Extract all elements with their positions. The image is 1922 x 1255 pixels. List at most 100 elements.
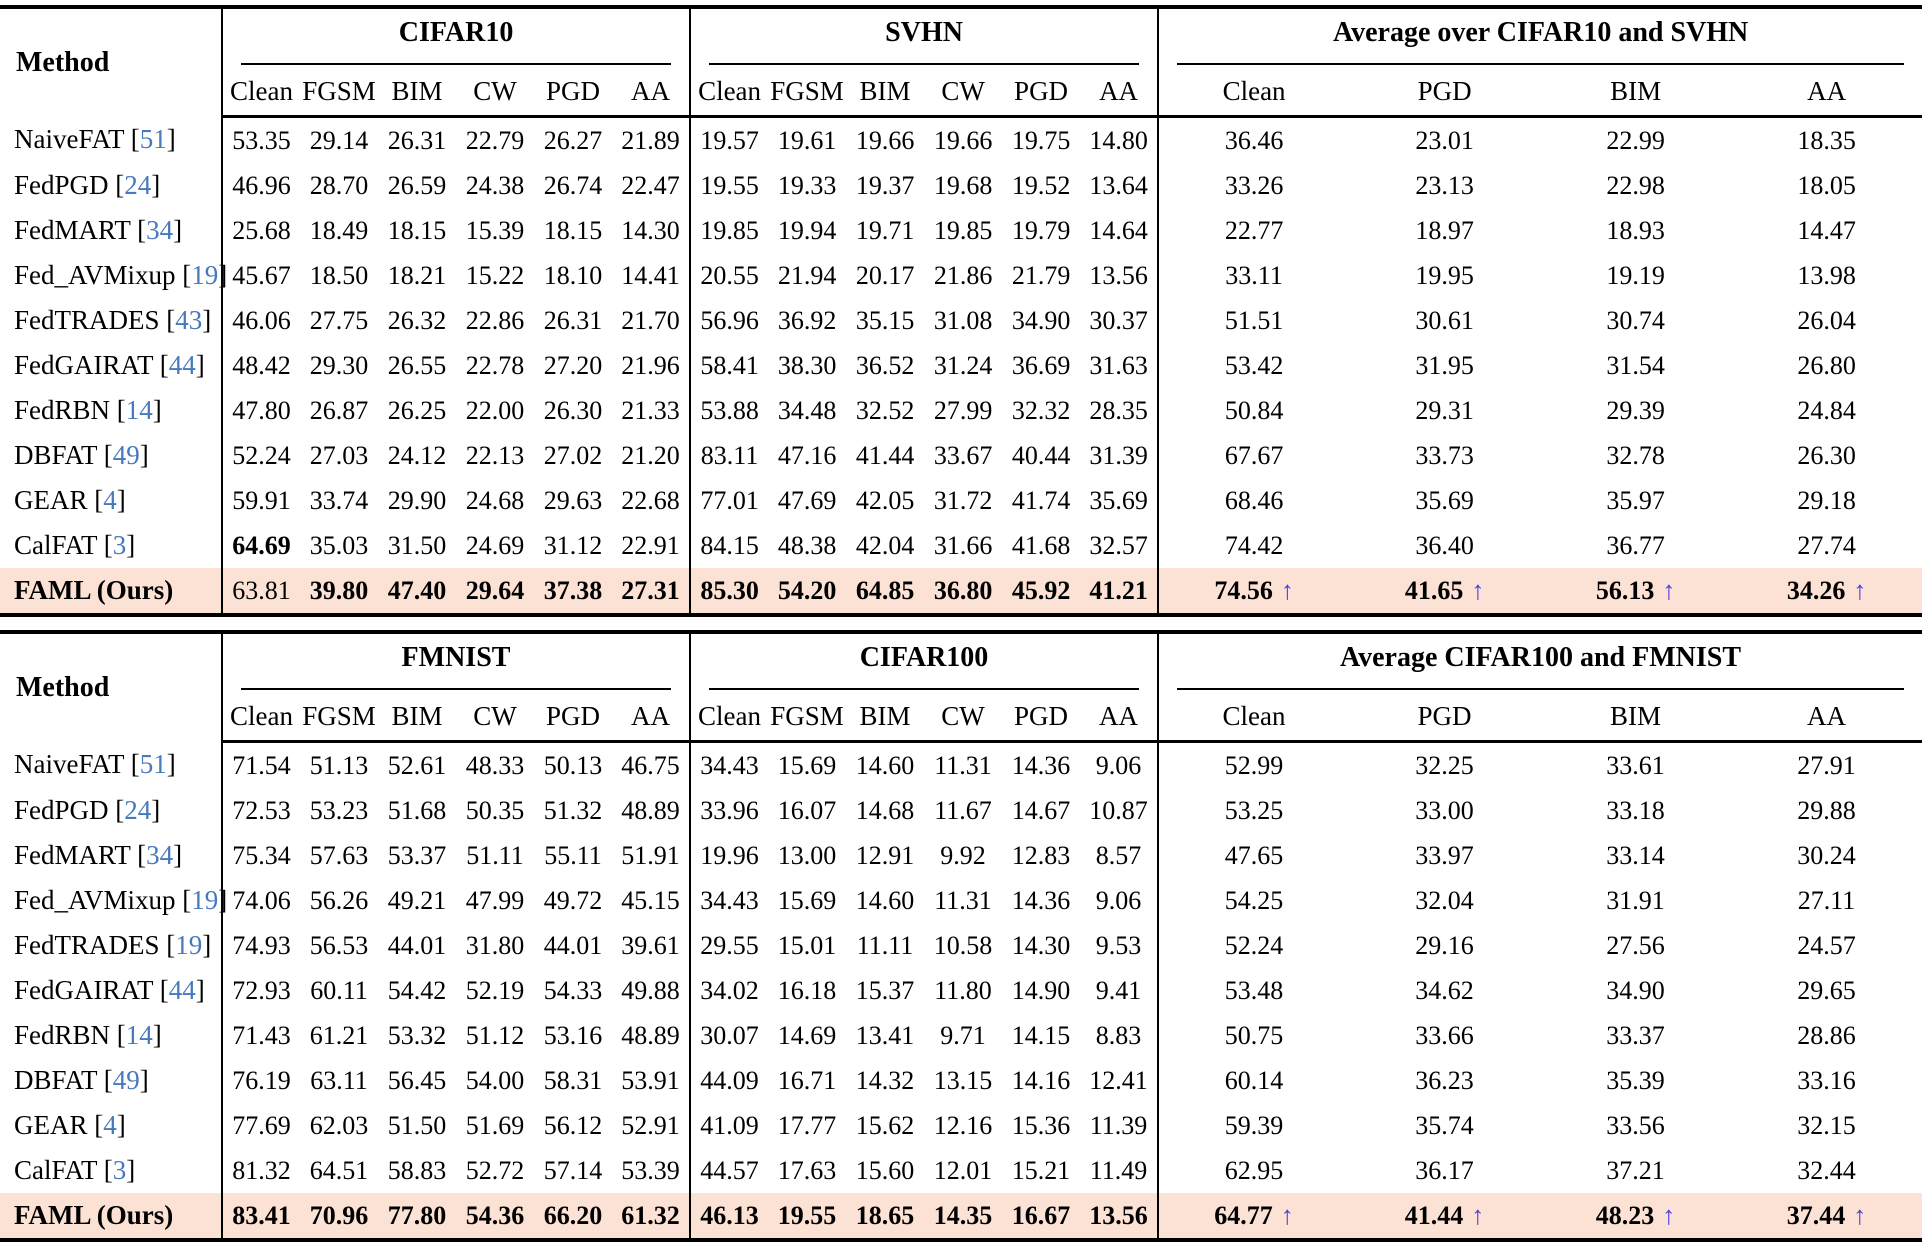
citation-link[interactable]: 49: [112, 1065, 140, 1095]
value-cell: 36.17: [1415, 1155, 1474, 1185]
citation-link[interactable]: 49: [112, 440, 140, 470]
value-cell: 33.14: [1606, 840, 1665, 870]
citation-link[interactable]: 43: [175, 305, 203, 335]
value-cell: 51.91: [621, 840, 680, 870]
method-label: Fed_AVMixup: [14, 260, 176, 290]
citation-link[interactable]: 24: [124, 795, 152, 825]
col-header-pgd: PGD: [534, 67, 612, 118]
citation-link[interactable]: 14: [125, 395, 153, 425]
citation-link[interactable]: 34: [146, 215, 174, 245]
value-cell: 22.91: [621, 530, 680, 560]
method-label: GEAR: [14, 1110, 88, 1140]
value-cell: 31.66: [933, 530, 993, 560]
value-cell: 47.16: [777, 440, 837, 470]
value-cell: 53.91: [621, 1065, 680, 1095]
value-cell: 36.52: [855, 350, 915, 380]
value-cell: 31.50: [387, 530, 447, 560]
value-cell: 33.67: [933, 440, 993, 470]
table-row-fedrbn: FedRBN [14] 47.80 26.87 26.25 22.00 26.30 21.3…: [0, 388, 1922, 433]
value-cell: 74.42: [1157, 523, 1350, 568]
value-cell: 9.06: [1095, 885, 1142, 915]
citation-link[interactable]: 14: [125, 1020, 153, 1050]
value-cell: 56.45: [387, 1065, 447, 1095]
citation-link[interactable]: 3: [112, 1155, 127, 1185]
value-cell: 35.15: [855, 305, 915, 335]
citation-link[interactable]: 51: [139, 749, 167, 780]
value-cell: 30.07: [689, 1013, 768, 1058]
value-cell: 19.95: [1415, 260, 1474, 290]
value-cell: 56.53: [309, 930, 369, 960]
col-header-fgsm: FGSM: [768, 67, 847, 118]
value-cell: 26.31: [387, 125, 447, 155]
value-cell: 30.24: [1797, 840, 1856, 870]
method-cell: FedPGD [24]: [14, 170, 161, 200]
value-cell: 13.00: [777, 840, 837, 870]
value-cell: 19.94: [777, 215, 837, 245]
table-row-fedtrades: FedTRADES [19] 74.93 56.53 44.01 31.80 44.01 3…: [0, 923, 1922, 968]
value-cell: 46.06: [221, 298, 300, 343]
method-label: FedTRADES: [14, 305, 160, 335]
value-cell: 54.42: [387, 975, 447, 1005]
value-cell: 19.85: [689, 208, 769, 253]
citation-link[interactable]: 44: [168, 975, 196, 1005]
citation-link[interactable]: 4: [103, 485, 117, 515]
value-cell: 31.63: [1089, 350, 1148, 380]
method-cell: FedPGD [24]: [14, 795, 161, 825]
value-cell: 14.60: [855, 750, 915, 780]
value-cell: 13.56: [1089, 260, 1148, 290]
table-row-fedrbn: FedRBN [14] 71.43 61.21 53.32 51.12 53.16 48.8…: [0, 1013, 1922, 1058]
col-header-clean: Clean: [1157, 67, 1350, 118]
group-underline: [241, 63, 672, 65]
value-cell: 76.19: [221, 1058, 300, 1103]
method-header: Method: [16, 46, 110, 78]
value-cell: 53.25: [1157, 788, 1349, 833]
table-row-naivefat: NaiveFAT [51] 71.54 51.13 52.61 48.33 50.13 46…: [0, 741, 1922, 788]
citation-link[interactable]: 44: [168, 350, 196, 380]
value-cell: 22.98: [1606, 170, 1665, 200]
citation-link[interactable]: 19: [175, 930, 203, 960]
value-cell: 20.55: [689, 253, 769, 298]
value-cell: 27.99: [933, 395, 993, 425]
method-label: FedGAIRAT: [14, 350, 154, 380]
value-cell: 16.67: [1002, 1193, 1080, 1242]
value-cell: 47.80: [221, 388, 300, 433]
value-cell: 53.37: [387, 840, 447, 870]
value-cell: 58.31: [543, 1065, 603, 1095]
col-header-clean: Clean: [1157, 692, 1349, 743]
col-header-clean: Clean: [221, 67, 300, 118]
citation-link[interactable]: 19: [191, 260, 219, 290]
value-cell: 51.51: [1157, 298, 1350, 343]
citation-link[interactable]: 24: [124, 170, 152, 200]
up-arrow-icon: ↑: [1471, 1200, 1485, 1230]
value-cell: 19.79: [1011, 215, 1071, 245]
value-cell: 32.32: [1011, 395, 1071, 425]
col-header-aa: AA: [1731, 67, 1922, 118]
value-cell: 26.55: [387, 350, 447, 380]
citation-link[interactable]: 51: [139, 124, 167, 155]
value-cell: 45.67: [221, 253, 300, 298]
citation-link[interactable]: 19: [191, 885, 219, 915]
value-cell: 35.69: [1089, 485, 1148, 515]
value-cell: 14.69: [777, 1020, 837, 1050]
value-cell: 54.20: [768, 568, 847, 617]
value-cell: 40.44: [1011, 440, 1071, 470]
value-cell: 33.73: [1415, 440, 1474, 470]
value-cell: 22.79: [465, 125, 525, 155]
citation-link[interactable]: 3: [112, 530, 127, 560]
value-cell: 45.92: [1002, 568, 1081, 617]
value-cell: 60.11: [310, 975, 368, 1005]
value-cell: 32.04: [1415, 885, 1474, 915]
value-cell: 32.25: [1415, 750, 1474, 780]
citation-link[interactable]: 34: [146, 840, 174, 870]
value-cell: 26.80: [1797, 350, 1856, 380]
value-cell: 50.84: [1157, 388, 1350, 433]
value-cell: 84.15: [689, 523, 769, 568]
value-cell: 41.21: [1080, 568, 1159, 617]
value-cell: 31.12: [543, 530, 603, 560]
citation-link[interactable]: 4: [103, 1110, 117, 1140]
sub-header-row: Clean FGSM BIM CW PGD AA Clean FGSM BIM CW PGD AA Cl…: [0, 67, 1922, 118]
value-cell: 31.54: [1606, 350, 1665, 380]
value-cell: 19.19: [1606, 260, 1665, 290]
col-header-cw: CW: [456, 692, 534, 743]
value-cell: 42.05: [855, 485, 915, 515]
